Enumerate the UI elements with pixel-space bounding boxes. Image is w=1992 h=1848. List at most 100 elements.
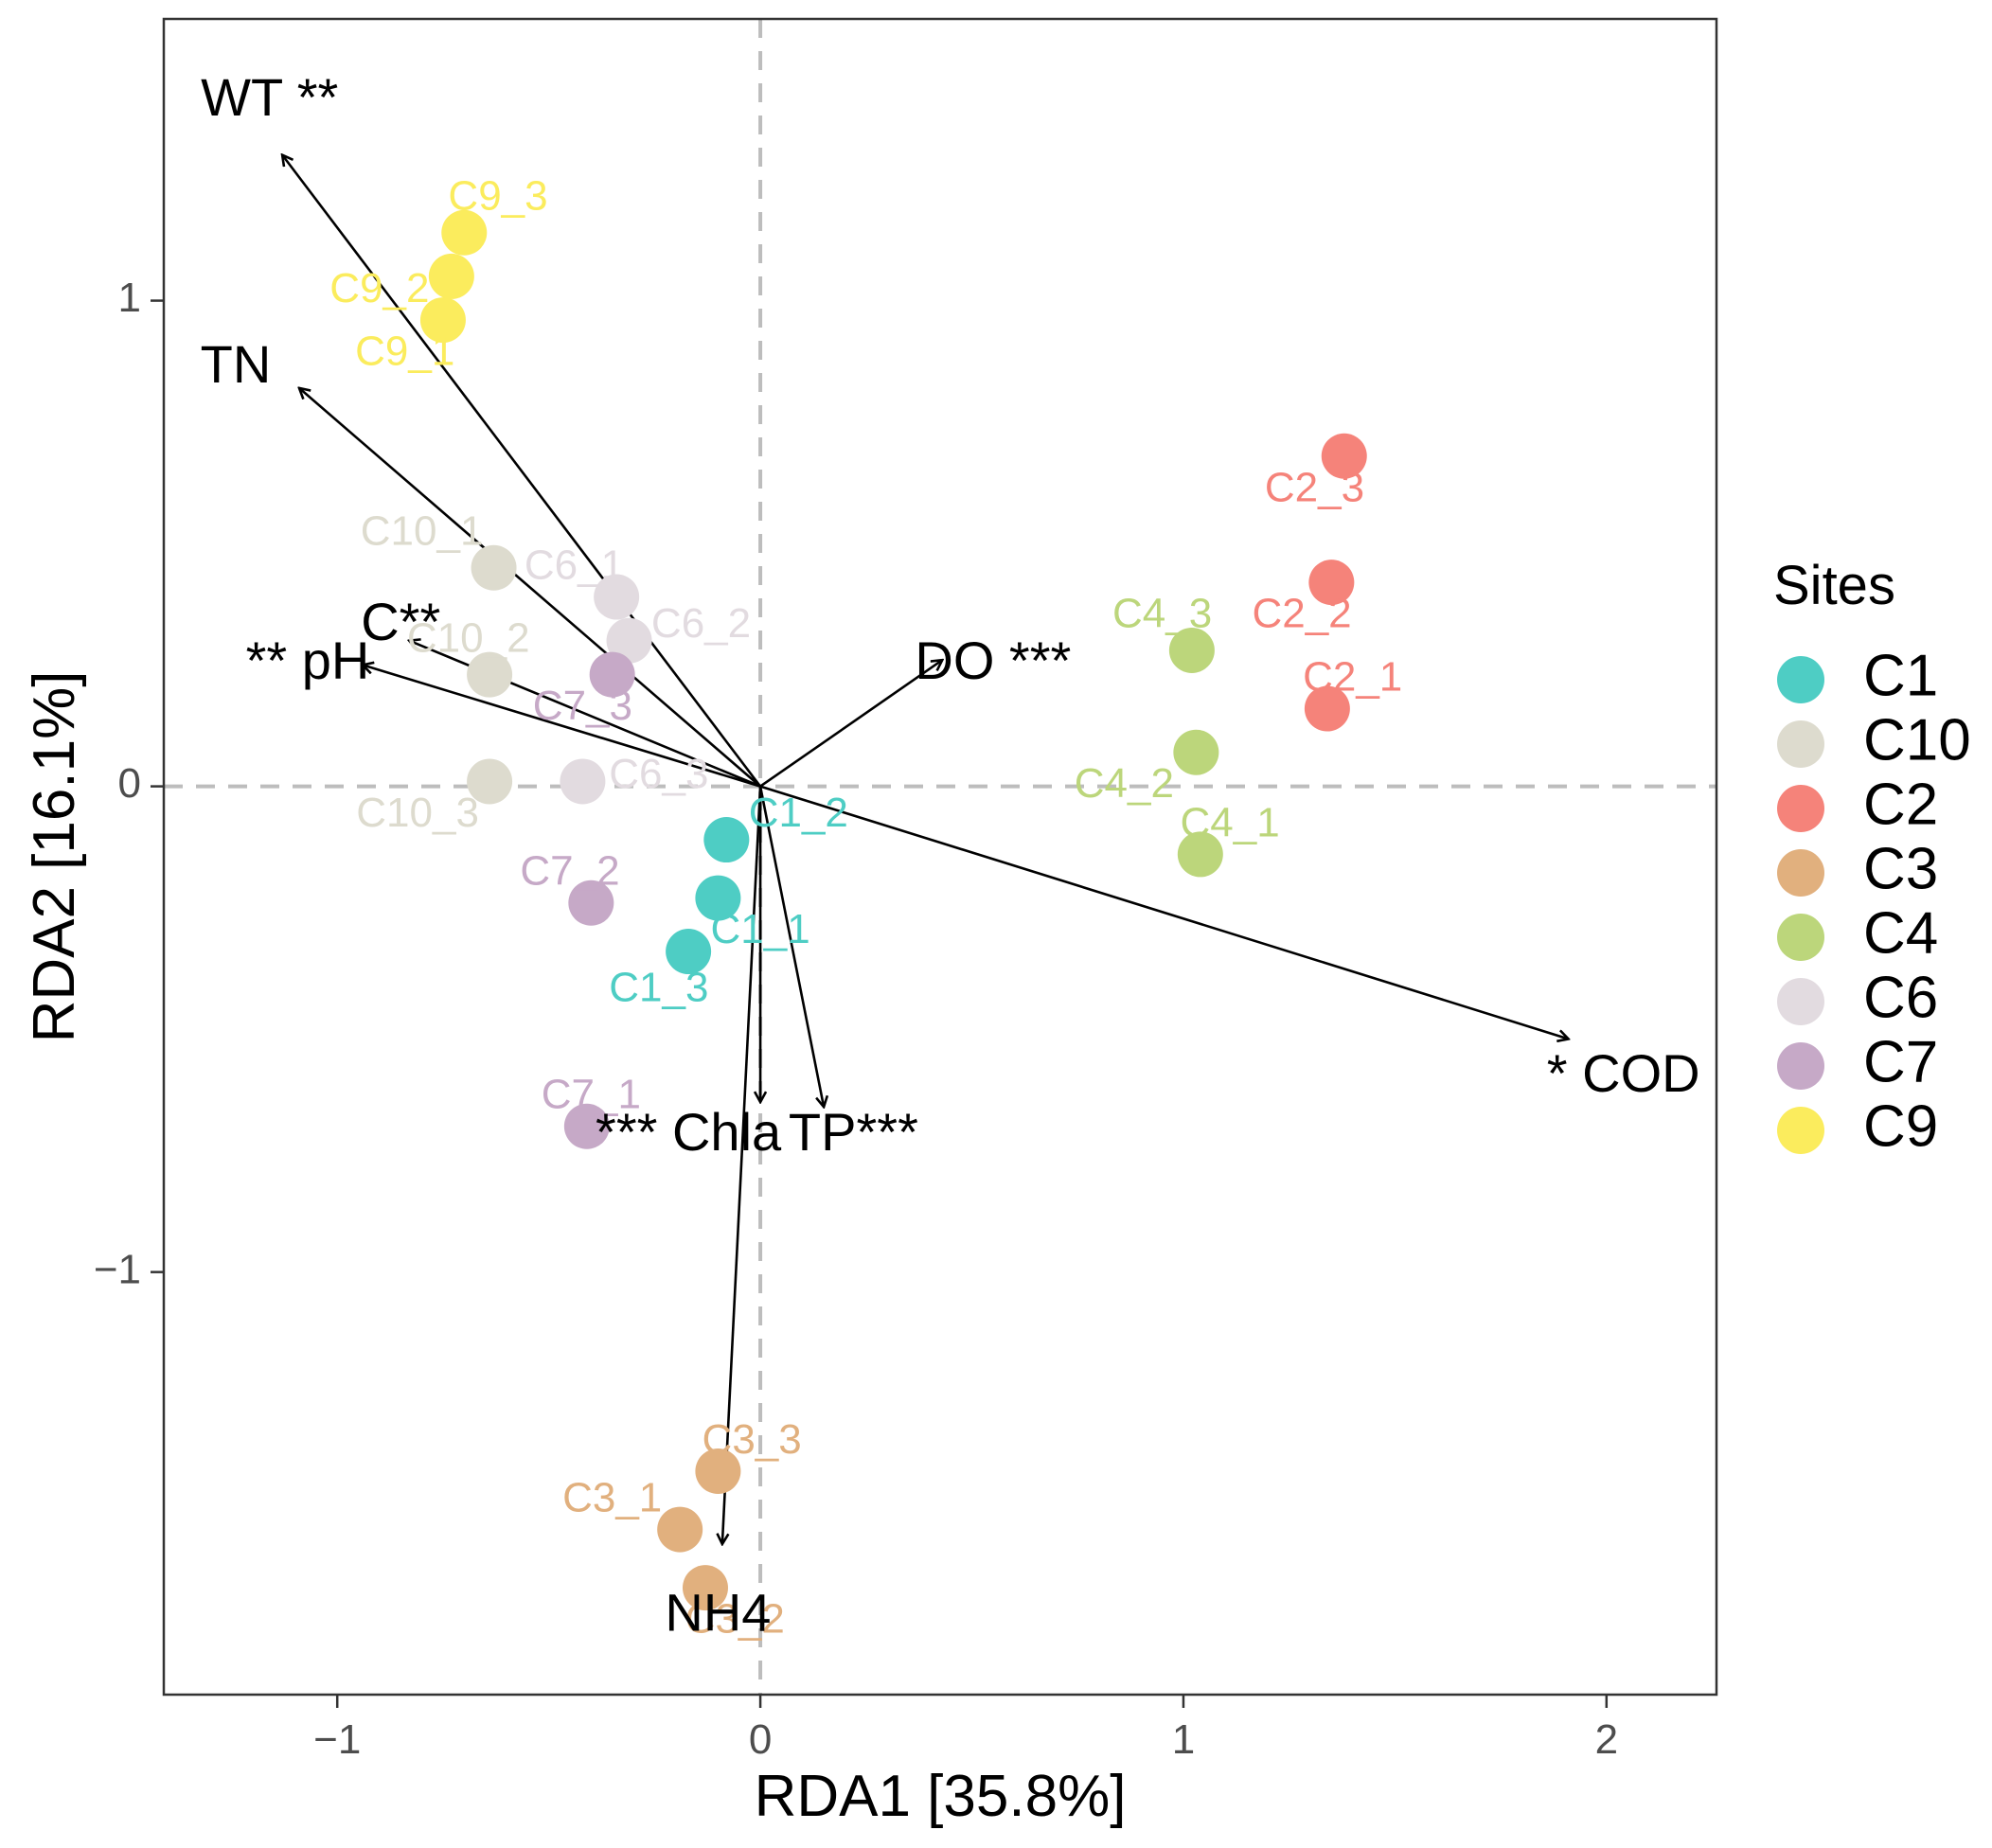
legend-label-c6: C6 (1863, 965, 1938, 1030)
vector-label-c: C** (361, 592, 440, 651)
point-label-c3-1: C3_1 (562, 1474, 662, 1520)
point-label-c1-2: C1_2 (749, 790, 848, 836)
vector-label-nh4: NH4 (665, 1583, 771, 1643)
point-label-c10-2: C10_2 (407, 614, 530, 661)
point-c1-2 (703, 817, 750, 863)
point-c6-3 (560, 758, 606, 805)
legend-label-c4: C4 (1863, 900, 1938, 966)
vector-arrow-c (409, 641, 761, 788)
legend-label-c2: C2 (1863, 772, 1938, 837)
vector-arrow-nh4 (722, 786, 762, 1544)
vector-labels: WT ** TN C**** pH DO *** * COD *** Chla TP*** N… (201, 67, 1700, 1643)
x-tick-label: −1 (313, 1716, 361, 1763)
y-axis-title: RDA2 [16.1%] (22, 671, 87, 1043)
legend-key-c4 (1777, 914, 1824, 961)
y-tick-label: 1 (118, 275, 141, 321)
vector-arrow-wt (282, 155, 762, 788)
point-c10-1 (471, 544, 517, 591)
legend-key-c3 (1777, 849, 1824, 897)
vector-label-wt: WT ** (201, 67, 338, 127)
x-axis-title: RDA1 [35.8%] (755, 1764, 1127, 1829)
point-label-c2-2: C2_2 (1252, 591, 1351, 637)
x-tick-label: 2 (1595, 1716, 1618, 1763)
point-label-c6-3: C6_3 (609, 751, 708, 797)
point-label-c3-3: C3_3 (703, 1416, 802, 1463)
point-label-c9-2: C9_2 (329, 265, 429, 311)
vector-label-ph: ** pH (246, 631, 370, 690)
point-c7-2 (568, 880, 614, 926)
legend-key-c7 (1777, 1042, 1824, 1090)
legend-key-c2 (1777, 785, 1824, 832)
point-c4-2 (1173, 729, 1219, 775)
point-label-c9-3: C9_3 (448, 172, 547, 219)
panel-background (164, 19, 1716, 1695)
legend-label-c9: C9 (1863, 1093, 1938, 1159)
legend-title: Sites (1773, 555, 1895, 616)
legend-key-c10 (1777, 720, 1824, 768)
point-label-c1-1: C1_1 (710, 906, 809, 952)
vector-label-chla: *** Chla (596, 1102, 782, 1162)
point-label-c4-3: C4_3 (1112, 591, 1212, 637)
point-label-c1-3: C1_3 (609, 965, 708, 1011)
panel-border (162, 17, 1718, 1697)
point-label-c4-1: C4_1 (1181, 799, 1280, 845)
vector-arrow-ph (363, 665, 761, 788)
site-points (419, 209, 1367, 1611)
point-c3-3 (695, 1448, 741, 1494)
point-c3-2 (682, 1565, 728, 1611)
legend-label-c7: C7 (1863, 1029, 1938, 1094)
point-c9-1 (419, 297, 466, 344)
legend-label-c10: C10 (1863, 707, 1971, 773)
point-c3-1 (657, 1506, 703, 1553)
environmental-vectors (282, 155, 1568, 1544)
legend-label-c3: C3 (1863, 836, 1938, 901)
point-label-c6-1: C6_1 (525, 542, 624, 588)
point-label-c9-1: C9_1 (355, 329, 454, 375)
x-tick-label: 1 (1172, 1716, 1195, 1763)
point-c9-2 (428, 253, 474, 299)
point-label-c6-2: C6_2 (651, 600, 751, 647)
vector-label-tp: TP*** (789, 1102, 918, 1162)
point-c9-3 (441, 209, 488, 256)
site-point-labels: C1_1 C1_2 C1_3 C10_1 C10_2 C10_3 C2_1 C2_2 C2_3 C… (329, 172, 1402, 1642)
point-c10-3 (467, 758, 513, 805)
point-c6-2 (606, 617, 652, 664)
point-label-c3-2: C3_2 (685, 1596, 785, 1643)
legend-key-c6 (1777, 978, 1824, 1025)
point-label-c4-2: C4_2 (1075, 760, 1174, 807)
point-c10-2 (467, 651, 513, 698)
y-tick-label: 0 (118, 760, 141, 807)
y-axis-ticks: −1 0 1 (94, 275, 164, 1292)
vector-arrow-do (759, 660, 942, 788)
point-c2-1 (1304, 685, 1350, 732)
point-c7-1 (563, 1103, 610, 1149)
legend-label-c1: C1 (1863, 643, 1938, 708)
vector-label-do: DO *** (915, 631, 1071, 690)
x-tick-label: 0 (749, 1716, 772, 1763)
point-label-c10-1: C10_1 (361, 507, 484, 554)
point-c2-2 (1308, 560, 1355, 606)
legend-key-c9 (1777, 1107, 1824, 1154)
vector-arrow-tn (299, 388, 761, 788)
point-label-c7-3: C7_3 (533, 683, 632, 729)
point-label-c2-3: C2_3 (1265, 464, 1364, 510)
point-label-c2-1: C2_1 (1303, 653, 1402, 700)
vector-label-tn: TN (201, 334, 272, 394)
vector-arrow-cod (759, 785, 1569, 1040)
point-c1-1 (695, 875, 741, 921)
point-c4-1 (1177, 831, 1223, 878)
y-tick-label: −1 (94, 1246, 141, 1292)
point-c6-1 (594, 574, 640, 620)
point-c4-3 (1168, 627, 1215, 673)
vector-label-cod: * COD (1547, 1043, 1700, 1103)
x-axis-ticks: −1 0 1 2 (313, 1695, 1618, 1763)
vector-arrow-tp (758, 786, 824, 1108)
point-label-c7-1: C7_1 (542, 1072, 641, 1118)
point-c2-3 (1321, 433, 1367, 479)
point-label-c10-3: C10_3 (356, 790, 479, 836)
point-label-c7-2: C7_2 (520, 848, 619, 895)
point-c7-3 (589, 651, 635, 698)
point-c1-3 (666, 929, 712, 975)
